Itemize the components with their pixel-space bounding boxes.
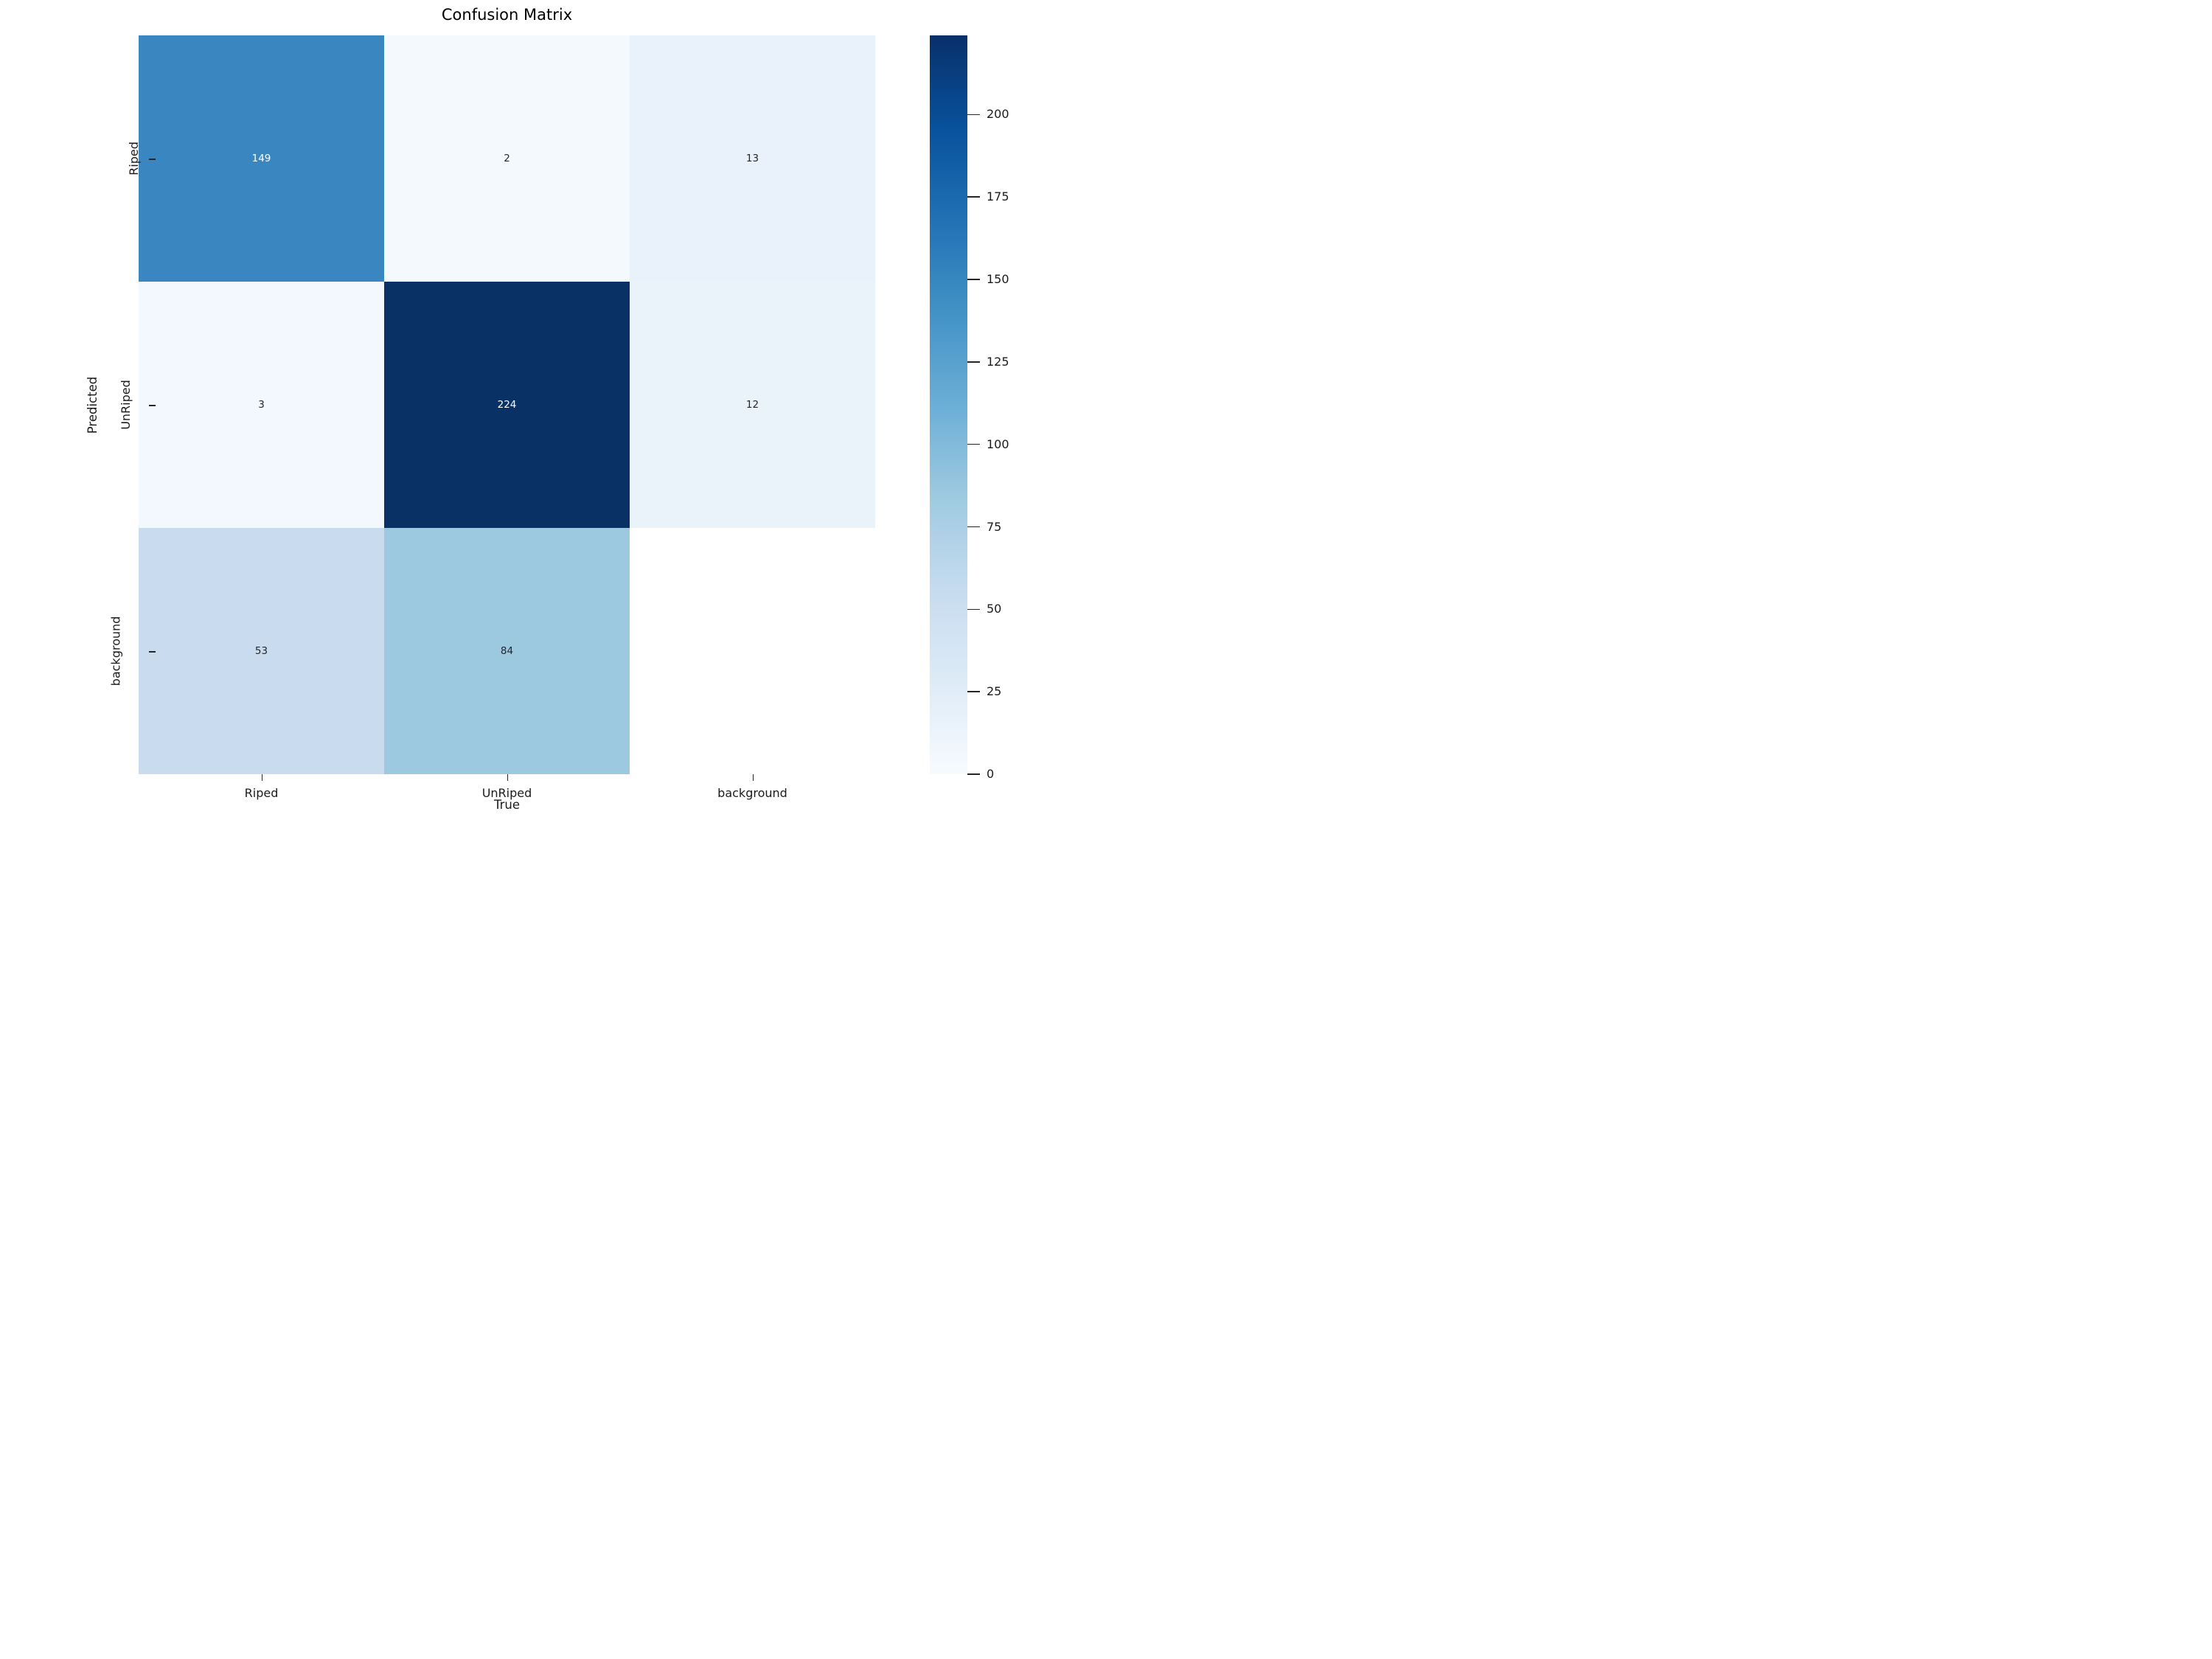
cell-value: 12 [745, 399, 759, 411]
colorbar-tick-label: 50 [987, 602, 1002, 616]
colorbar-tick-label: 75 [987, 519, 1002, 534]
matrix-cell: 224 [384, 282, 630, 528]
colorbar [930, 35, 967, 774]
cell-value: 2 [504, 153, 510, 164]
chart-title: Confusion Matrix [441, 6, 573, 24]
tick-mark [148, 405, 156, 406]
confusion-matrix-figure: Confusion Matrix 149 2 13 3 224 12 53 84 Riped U… [0, 0, 1106, 830]
cell-value: 84 [500, 645, 514, 657]
colorbar-tick-label: 175 [987, 189, 1009, 204]
tick-mark [967, 114, 980, 116]
x-tick-label: background [717, 786, 787, 800]
matrix-cell: 84 [384, 528, 630, 774]
matrix-cell: 3 [139, 282, 384, 528]
tick-mark [752, 774, 754, 781]
matrix-cell: 149 [139, 35, 384, 282]
cell-value: 13 [745, 153, 759, 164]
tick-mark [967, 608, 980, 611]
y-tick: UnRiped [81, 282, 156, 528]
tick-mark [967, 279, 980, 280]
colorbar-tick-label: 200 [987, 107, 1009, 122]
matrix-cell: 53 [139, 528, 384, 774]
x-tick-label: Riped [244, 786, 279, 800]
matrix-cell [630, 528, 875, 774]
cell-value: 224 [497, 399, 517, 411]
colorbar-tick-label: 150 [987, 272, 1009, 287]
x-axis-ticks: Riped UnRiped background [139, 774, 875, 808]
tick-mark [967, 526, 980, 528]
colorbar-tick-label: 0 [987, 767, 995, 781]
y-tick-label: Riped [126, 142, 141, 175]
x-axis-label: True [493, 798, 521, 812]
tick-mark [261, 774, 263, 781]
tick-mark [967, 691, 980, 692]
x-tick: Riped [139, 774, 384, 799]
x-tick: UnRiped [384, 774, 630, 799]
tick-mark [148, 159, 156, 160]
cell-value: 53 [254, 645, 268, 657]
tick-mark [967, 361, 980, 363]
cell-value: 149 [251, 153, 271, 164]
y-tick-label: background [108, 616, 123, 686]
tick-mark [148, 651, 156, 653]
y-tick: background [81, 528, 156, 774]
y-tick: Riped [81, 35, 156, 282]
colorbar-tick-label: 100 [987, 437, 1009, 451]
colorbar-tick-label: 25 [987, 684, 1002, 699]
tick-mark [967, 443, 980, 445]
y-tick-label: UnRiped [118, 380, 133, 430]
tick-mark [507, 774, 509, 781]
matrix-cell: 12 [630, 282, 875, 528]
x-tick-label: UnRiped [481, 786, 532, 800]
y-axis-ticks: Riped UnRiped background [81, 35, 156, 774]
cell-value: 3 [258, 399, 265, 411]
colorbar-ticks: 0 25 50 75 100 125 150 175 200 [967, 35, 1056, 781]
x-tick: background [630, 774, 875, 799]
matrix-cell: 2 [384, 35, 630, 282]
colorbar-tick-label: 125 [987, 354, 1009, 369]
matrix-cell: 13 [630, 35, 875, 282]
tick-mark [967, 773, 980, 775]
tick-mark [967, 196, 980, 198]
heatmap: 149 2 13 3 224 12 53 84 [139, 35, 875, 774]
